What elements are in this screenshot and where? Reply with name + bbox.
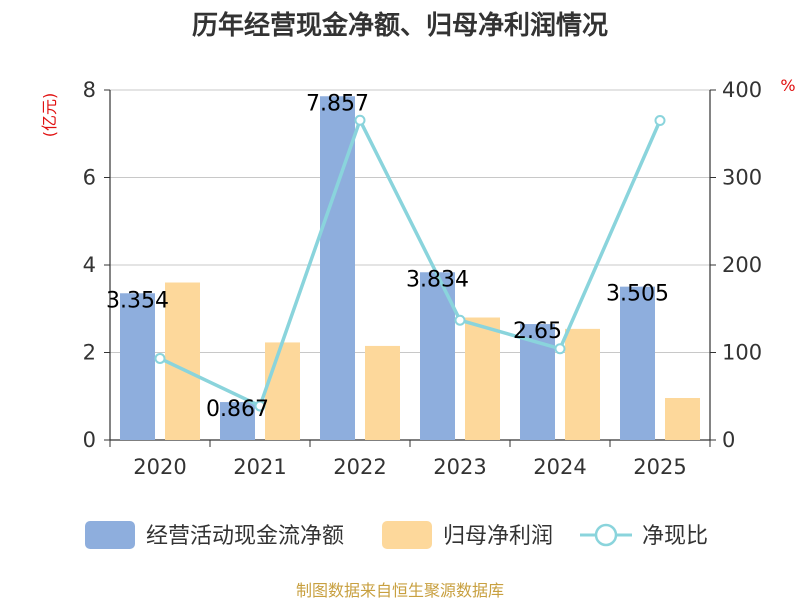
x-tick-label: 2025	[633, 455, 686, 479]
right-tick-label: 100	[722, 341, 762, 365]
cashflow-bar-2020	[120, 293, 155, 440]
data-label-2024: 2.65	[513, 319, 562, 344]
x-tick-label: 2021	[233, 455, 286, 479]
left-tick-label: 0	[83, 428, 96, 452]
data-label-2022: 7.857	[306, 91, 369, 116]
legend-label-1: 归母净利润	[443, 524, 553, 549]
x-tick-label: 2022	[333, 455, 386, 479]
x-tick-label: 2023	[433, 455, 486, 479]
right-tick-label: 400	[722, 78, 762, 102]
legend-swatch-0	[85, 521, 135, 549]
right-tick-label: 300	[722, 166, 762, 190]
axes: 0 2 4 6 8 0 100 200 300 400 2020 2021 2022 2023 2024 20…	[83, 78, 762, 479]
right-tick-label: 200	[722, 253, 762, 277]
ratio-point-2023	[454, 314, 466, 326]
left-tick-label: 2	[83, 341, 96, 365]
grid-lines	[110, 89, 710, 353]
left-axis-unit: (亿元)	[40, 93, 59, 138]
left-tick-label: 6	[83, 166, 96, 190]
netprofit-bar-2023	[465, 317, 500, 440]
legend-marker-2	[594, 523, 618, 547]
x-tick-label: 2024	[533, 455, 586, 479]
data-label-2021: 0.867	[206, 397, 269, 422]
ratio-point-2025	[654, 115, 666, 127]
ratio-point-2024	[554, 343, 566, 355]
data-label-2025: 3.505	[606, 282, 669, 307]
ratio-point-2021	[254, 400, 266, 412]
right-axis-unit: %	[780, 76, 795, 95]
legend[interactable]: 经营活动现金流净额 归母净利润 净现比	[85, 521, 708, 549]
data-label-2020: 3.354	[106, 288, 169, 313]
x-tick-label: 2020	[133, 455, 186, 479]
left-tick-label: 8	[83, 78, 96, 102]
cashflow-bar-2025	[620, 286, 655, 440]
bars	[120, 96, 700, 440]
ratio-point-2020	[154, 352, 166, 364]
netprofit-bar-2021	[265, 342, 300, 440]
legend-label-2: 净现比	[642, 524, 708, 549]
netprofit-bar-2025	[665, 398, 700, 440]
netprofit-bar-2020	[165, 282, 200, 440]
data-label-2023: 3.834	[406, 267, 469, 292]
data-labels: 3.354 0.867 7.857 3.834 2.65 3.505	[106, 91, 669, 422]
ratio-point-2022	[354, 114, 366, 126]
cashflow-bar-2021	[220, 402, 255, 440]
chart-title: 历年经营现金净额、归母净利润情况	[192, 10, 608, 41]
right-tick-label: 0	[722, 428, 735, 452]
netprofit-bar-2024	[565, 328, 600, 440]
left-tick-label: 4	[83, 253, 96, 277]
legend-label-0: 经营活动现金流净额	[146, 524, 344, 549]
source-note: 制图数据来自恒生聚源数据库	[296, 581, 504, 600]
netprofit-bar-2022	[365, 345, 400, 440]
legend-swatch-1	[382, 521, 432, 549]
ratio-line	[154, 114, 666, 412]
ratio-line-path	[159, 118, 662, 408]
